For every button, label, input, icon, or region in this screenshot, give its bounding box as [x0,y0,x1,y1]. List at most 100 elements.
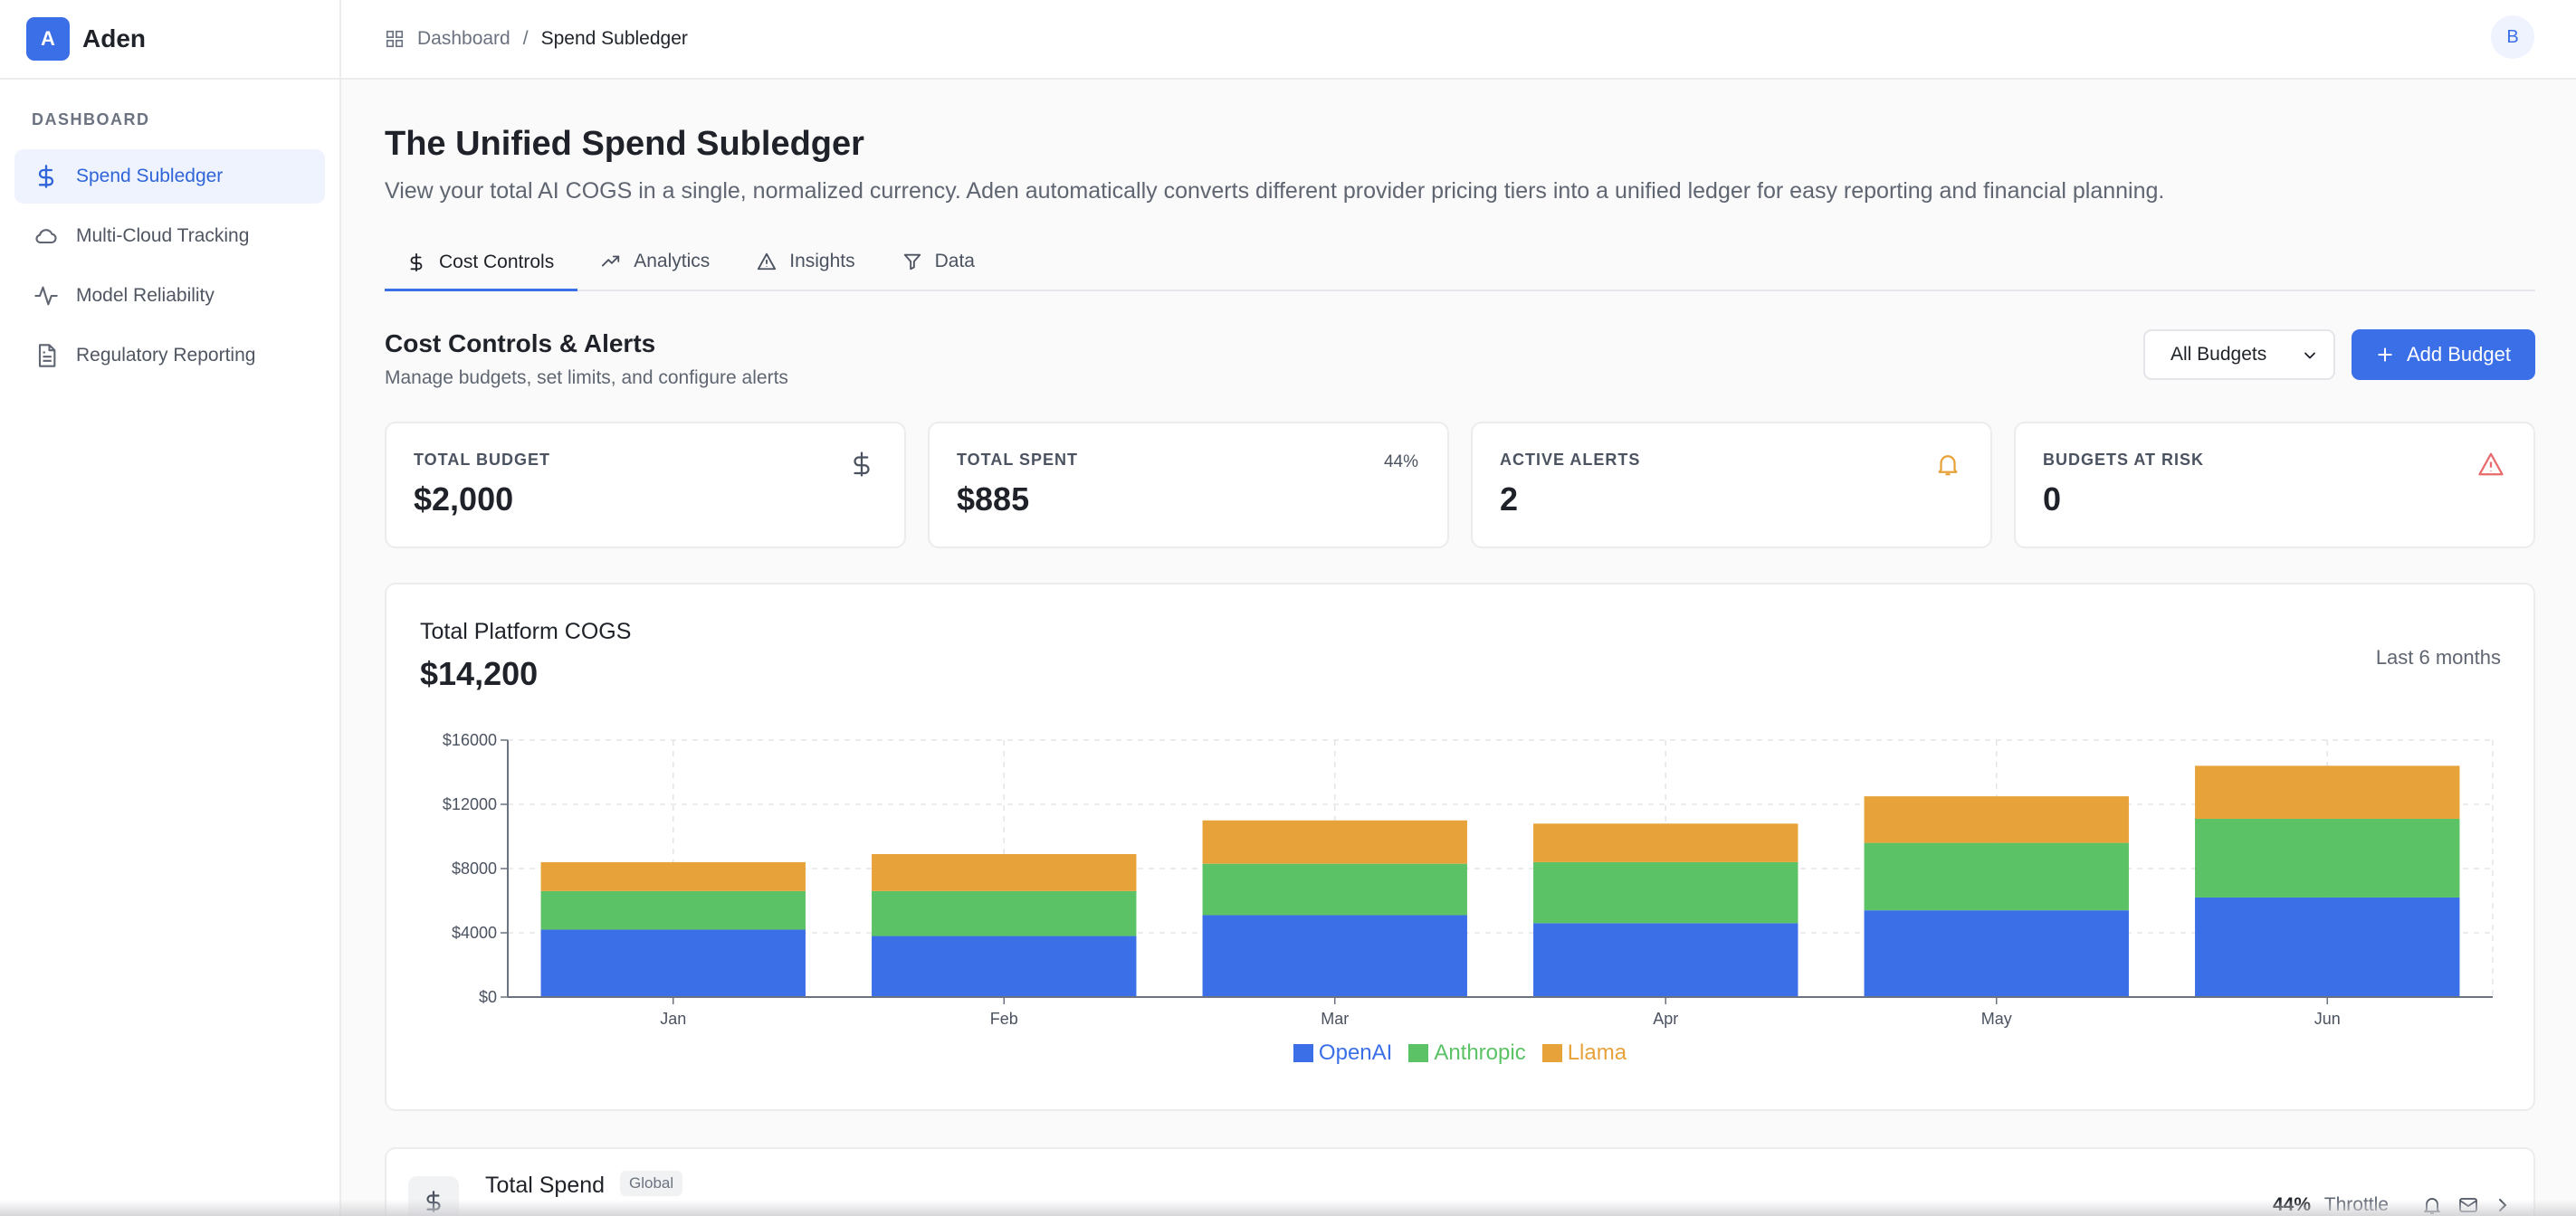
sidebar: A Aden DASHBOARD Spend Subledger Multi-C… [0,0,341,1216]
stat-value: $2,000 [414,480,514,518]
breadcrumb: Dashboard / Spend Subledger [385,28,688,50]
sidebar-item-regulatory-reporting[interactable]: Regulatory Reporting [14,328,325,383]
stats-row: TOTAL BUDGET $2,000 TOTAL SPENT $885 44%… [385,422,2535,548]
stat-card-total-budget: TOTAL BUDGET $2,000 [385,422,906,548]
budget-row-title: Total Spend [485,1173,606,1198]
sidebar-item-label: Model Reliability [76,285,215,306]
tab-analytics[interactable]: Analytics [577,233,733,290]
sidebar-item-label: Multi-Cloud Tracking [76,225,250,246]
legend-swatch [1541,1044,1562,1062]
sidebar-item-multi-cloud-tracking[interactable]: Multi-Cloud Tracking [14,209,325,263]
scope-badge: Global [620,1171,683,1196]
sidebar-nav: Spend Subledger Multi-Cloud Tracking Mod… [0,149,339,383]
chart-total: $14,200 [420,655,539,692]
dollar-icon [410,252,423,271]
tab-label: Data [934,251,975,271]
tab-insights[interactable]: Insights [733,233,878,290]
bar-segment-llama [1533,823,1798,862]
sidebar-item-label: Spend Subledger [76,166,224,186]
bar-segment-openai [1202,915,1467,997]
budget-filter-select[interactable]: All Budgets [2143,329,2335,380]
chart-legend: OpenAI Anthropic Llama [386,1040,2533,1066]
stat-value: 0 [2043,480,2062,518]
legend-item-llama[interactable]: Llama [1541,1040,1627,1066]
trending-up-icon [602,255,620,267]
x-tick-label: Feb [990,1010,1018,1028]
activity-icon [33,282,60,309]
stat-card-total-spent: TOTAL SPENT $885 44% [928,422,1449,548]
sidebar-item-model-reliability[interactable]: Model Reliability [14,269,325,323]
filter-icon [903,253,921,271]
y-tick-label: $16000 [443,731,497,749]
y-tick-label: $0 [479,988,497,1006]
tab-bar: Cost Controls Analytics Insights Data [385,235,2535,291]
document-icon [33,342,60,369]
warning-icon [758,252,777,271]
legend-item-openai[interactable]: OpenAI [1293,1040,1392,1066]
bar-segment-llama [2195,765,2460,819]
breadcrumb-separator: / [522,28,529,49]
x-tick-label: Jan [660,1010,686,1028]
chart-title: Total Platform COGS [420,619,632,644]
tab-label: Analytics [634,251,711,271]
avatar[interactable]: B [2491,15,2534,59]
bar-segment-anthropic [2195,818,2460,898]
bar-segment-openai [540,929,806,997]
bottom-shadow [0,1200,2576,1216]
y-tick-label: $12000 [443,795,497,813]
stat-percent: 44% [1383,452,1418,471]
page-description: View your total AI COGS in a single, nor… [385,178,2165,204]
bar-segment-llama [1864,796,2129,843]
stacked-bar-chart: $0 $4000 $8000 $12000 $16000 Jan Feb Mar Apr May J… [443,731,2494,1028]
sidebar-item-label: Regulatory Reporting [76,345,256,366]
legend-swatch [1293,1044,1313,1062]
y-tick-label: $8000 [452,860,497,878]
x-tick-label: Apr [1653,1010,1678,1028]
chart-range: Last 6 months [2375,646,2501,669]
breadcrumb-dashboard[interactable]: Dashboard [417,28,510,49]
legend-label: Llama [1567,1040,1627,1065]
sidebar-item-spend-subledger[interactable]: Spend Subledger [14,149,325,204]
brand[interactable]: A Aden [0,0,339,80]
bar-segment-anthropic [1864,842,2129,911]
main-content: The Unified Spend Subledger View your to… [385,80,2535,1216]
add-budget-label: Add Budget [2407,343,2511,366]
tab-cost-controls[interactable]: Cost Controls [385,235,578,291]
x-tick-label: Jun [2314,1010,2341,1028]
tab-data[interactable]: Data [879,233,998,290]
bell-icon [1938,455,1958,476]
bar-segment-openai [872,936,1137,997]
sidebar-section-title: DASHBOARD [32,110,150,128]
bar-segment-anthropic [1533,861,1798,924]
bar-segment-llama [1202,820,1467,864]
brand-name: Aden [82,24,146,52]
stat-value: $885 [957,480,1030,518]
stat-label: BUDGETS AT RISK [2043,451,2205,469]
section-title: Cost Controls & Alerts [385,329,656,357]
stat-label: TOTAL SPENT [957,451,1079,469]
bar-segment-anthropic [872,890,1137,936]
warning-icon [2478,452,2504,476]
x-tick-label: May [1981,1010,2012,1028]
brand-logo: A [26,17,70,61]
add-budget-button[interactable]: Add Budget [2352,329,2535,380]
legend-item-anthropic[interactable]: Anthropic [1408,1040,1526,1066]
cloud-icon [33,223,60,250]
dashboard-grid-icon [386,30,404,48]
x-tick-label: Mar [1321,1010,1349,1028]
legend-label: Anthropic [1434,1040,1526,1065]
bar-segment-anthropic [540,890,806,930]
section-header: Cost Controls & Alerts Manage budgets, s… [385,329,2535,393]
budget-filter-value: All Budgets [2171,344,2267,365]
dollar-icon [854,451,870,477]
chevron-down-icon [2304,352,2315,359]
legend-label: OpenAI [1318,1040,1393,1065]
bar-segment-anthropic [1202,863,1467,916]
cogs-chart-card: Total Platform COGS $14,200 Last 6 month… [385,583,2535,1111]
page-title: The Unified Spend Subledger [385,125,864,163]
section-subtitle: Manage budgets, set limits, and configur… [385,367,788,388]
tab-label: Cost Controls [439,251,555,272]
stat-card-active-alerts: ACTIVE ALERTS 2 [1471,422,1992,548]
bar-segment-openai [1533,923,1798,997]
dollar-icon [33,163,60,190]
